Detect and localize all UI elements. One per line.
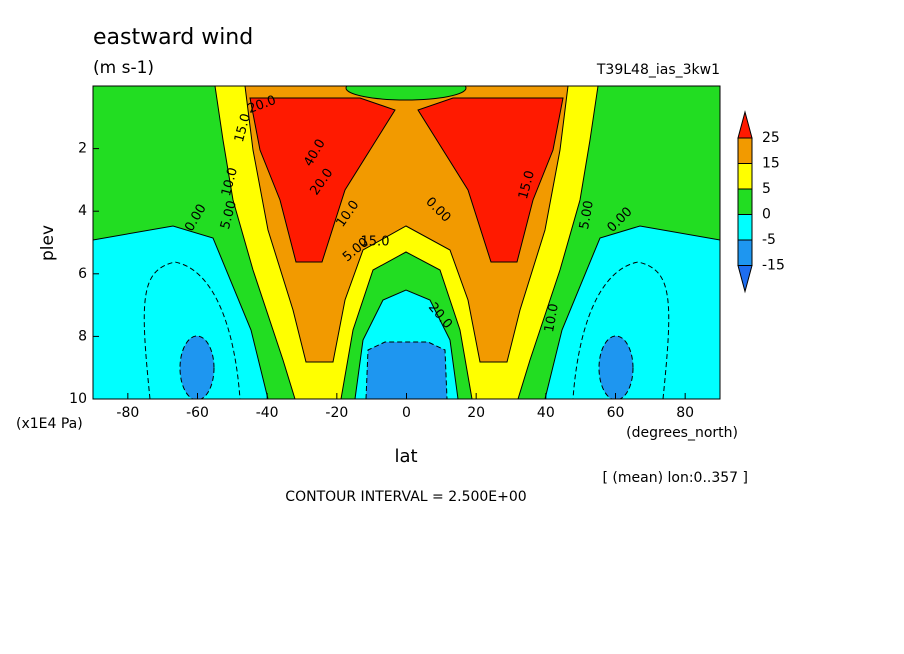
region <box>598 335 634 399</box>
contour-label: 10.0 <box>542 302 562 333</box>
colorbar-label: 15 <box>762 156 780 172</box>
y-label: plev <box>38 225 58 261</box>
region <box>345 86 467 101</box>
contour-label: 5.00 <box>577 199 597 230</box>
colorbar-band <box>737 163 753 190</box>
y-tick-label: 4 <box>78 203 87 219</box>
colorbar-label: 0 <box>762 207 771 223</box>
region <box>179 335 215 399</box>
colorbar-label: -15 <box>762 258 785 274</box>
contour-field: 20.015.010.05.000.0040.020.010.05.0015.0… <box>93 86 720 399</box>
contour-label: 15.0 <box>361 235 390 250</box>
y-tick-label: 10 <box>69 391 87 407</box>
y-tick-label: 2 <box>78 141 87 157</box>
x-tick-label: 80 <box>676 405 694 421</box>
colorbar-band <box>737 214 753 241</box>
colorbar-label: 5 <box>762 181 771 197</box>
x-tick-label: 0 <box>402 405 411 421</box>
x-tick-label: 20 <box>467 405 485 421</box>
colorbar-label: 25 <box>762 130 780 146</box>
x-tick-label: -60 <box>186 405 209 421</box>
colorbar-band <box>737 188 753 215</box>
units: (m s-1) <box>93 58 154 78</box>
contour-label: 15.0 <box>232 112 254 144</box>
contour-label: 10.0 <box>219 166 241 198</box>
contour-label: 5.00 <box>218 199 240 231</box>
y-tick-label: 8 <box>78 328 87 344</box>
contour-line <box>143 261 241 399</box>
x-label: lat <box>394 446 417 467</box>
x-units: (degrees_north) <box>626 425 738 441</box>
chart-title: eastward wind <box>93 25 253 50</box>
region <box>417 97 564 263</box>
colorbar-band <box>737 239 753 266</box>
contour-line <box>572 261 670 399</box>
x-tick-label: 60 <box>607 405 625 421</box>
contour-label: 15.0 <box>516 169 538 201</box>
x-tick-label: 40 <box>537 405 555 421</box>
x-tick-label: -40 <box>256 405 279 421</box>
colorbar-label: -5 <box>762 232 776 248</box>
y-tick-label: 6 <box>78 266 87 282</box>
colorbar-band <box>737 137 753 164</box>
x-tick-label: -20 <box>325 405 348 421</box>
dataset: T39L48_ias_3kw1 <box>596 62 720 78</box>
colorbar-end <box>737 265 753 294</box>
note: [ (mean) lon:0..357 ] <box>603 470 748 486</box>
colorbar-end <box>737 110 753 139</box>
region <box>249 97 396 263</box>
y-units: (x1E4 Pa) <box>16 416 83 432</box>
x-tick-label: -80 <box>116 405 139 421</box>
contour-interval: CONTOUR INTERVAL = 2.500E+00 <box>285 489 526 505</box>
region <box>365 341 448 399</box>
